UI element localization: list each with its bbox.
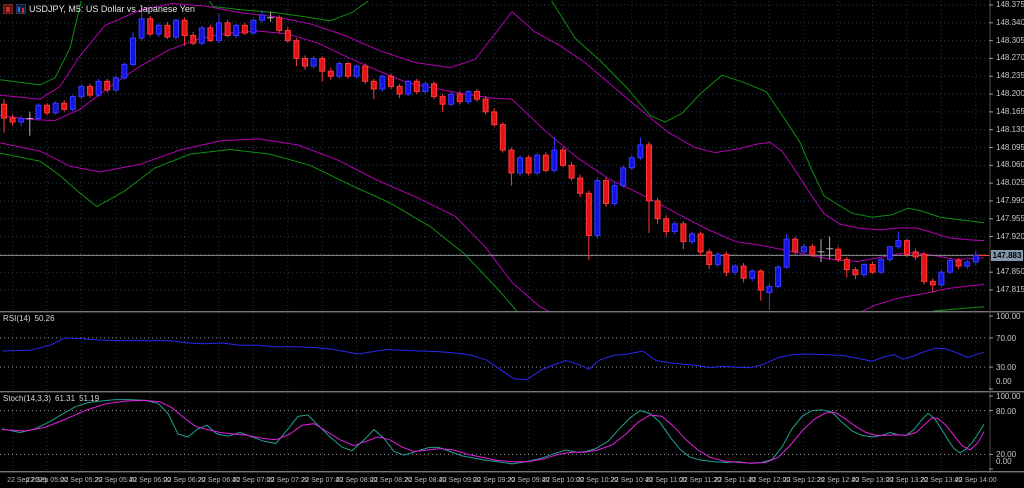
price-axis-label: 147.955 — [996, 213, 1024, 223]
grid-layer — [0, 1, 988, 471]
time-axis-label: 22 Sep 09:20 — [473, 477, 516, 484]
rsi-layer — [1, 337, 985, 381]
time-axis-label: 22 Sep 11:40 — [714, 477, 756, 484]
rsi-axis-label: 0.00 — [996, 377, 1012, 386]
price-axis-label: 148.130 — [996, 124, 1024, 134]
price-axis-label: 148.200 — [996, 89, 1024, 99]
bollinger-bands-layer — [0, 1, 985, 311]
band-magenta-middle — [0, 30, 985, 263]
time-axis-label: 22 Sep 07:00 — [232, 477, 275, 484]
price-axis-label: 148.235 — [996, 71, 1024, 81]
axis-ticks — [989, 4, 993, 470]
price-axis-label: 148.270 — [996, 53, 1024, 63]
time-axis-label: 22 Sep 08:00 — [335, 477, 378, 484]
price-axis-label: 148.165 — [996, 106, 1024, 116]
time-axis-label: 22 Sep 07:40 — [301, 477, 344, 484]
price-axis-label: 148.305 — [996, 35, 1024, 45]
rsi-axis-label: 100.00 — [996, 312, 1021, 321]
time-axis-label: 22 Sep 05:20 — [60, 477, 103, 484]
time-axis-label: 22 Sep 05:00 — [26, 477, 68, 484]
time-axis-label: 22 Sep 14:00 — [954, 477, 997, 484]
rsi-axis-label: 30.00 — [996, 363, 1017, 373]
time-axis-label: 22 Sep 11:00 — [645, 477, 687, 484]
time-axis-label: 22 Sep 13:20 — [886, 477, 928, 484]
band-magenta-lower — [0, 138, 985, 311]
price-axis-label: 148.375 — [996, 0, 1024, 9]
time-axis-label: 22 Sep 13:00 — [851, 477, 894, 484]
time-axis-label: 22 Sep 06:20 — [163, 477, 206, 484]
time-axis-label: 22 Sep 13:40 — [920, 477, 963, 484]
price-axis-label: 148.025 — [996, 178, 1024, 188]
rsi-axis-label: 70.00 — [996, 333, 1017, 343]
price-axis-label: 148.340 — [996, 17, 1024, 27]
time-axis-label: 22 Sep 2025 — [7, 477, 47, 484]
stochastic-layer — [1, 399, 985, 465]
time-axis-label: 22 Sep 11:20 — [680, 477, 722, 484]
stoch-axis-label: 20.00 — [996, 450, 1017, 460]
panel-separators — [0, 0, 1024, 473]
stoch-axis-label: 100.00 — [996, 392, 1021, 401]
band-green-lower — [0, 148, 985, 311]
time-axis-label: 22 Sep 10:20 — [576, 477, 619, 484]
time-axis-label: 22 Sep 05:40 — [94, 477, 137, 484]
time-axis-label: 22 Sep 06:00 — [129, 477, 172, 484]
price-axis-label: 147.990 — [996, 195, 1024, 205]
price-axis-label: 147.850 — [996, 267, 1024, 277]
stochastic-d-line — [1, 399, 985, 464]
time-axis-label: 22 Sep 09:00 — [438, 477, 481, 484]
time-axis-label: 22 Sep 10:00 — [542, 477, 584, 484]
price-axis-label: 148.095 — [996, 142, 1024, 152]
time-axis-label: 22 Sep 12:20 — [782, 477, 825, 484]
price-axis-label: 148.060 — [996, 160, 1024, 170]
band-magenta-upper — [0, 2, 985, 242]
candles-layer — [1, 9, 979, 310]
band-green-upper — [0, 1, 985, 224]
time-axis-label: 22 Sep 09:40 — [507, 477, 550, 484]
current-price-tag: 147.883 — [991, 249, 1023, 261]
time-axis-label: 22 Sep 10:40 — [610, 477, 653, 484]
price-axis-label: 147.920 — [996, 231, 1024, 241]
time-axis-label: 22 Sep 12:00 — [748, 477, 791, 484]
stoch-axis-label: 0.00 — [996, 457, 1012, 466]
time-axis-label: 22 Sep 06:40 — [198, 477, 240, 484]
time-axis-label: 22 Sep 08:40 — [404, 477, 447, 484]
stoch-axis-label: 80.00 — [996, 406, 1017, 416]
time-axis-label: 22 Sep 12:40 — [817, 477, 860, 484]
time-axis-label: 22 Sep 08:20 — [370, 477, 412, 484]
price-axis-label: 147.815 — [996, 285, 1024, 294]
rsi-line — [1, 337, 985, 381]
time-axis-label: 22 Sep 07:20 — [266, 477, 309, 484]
